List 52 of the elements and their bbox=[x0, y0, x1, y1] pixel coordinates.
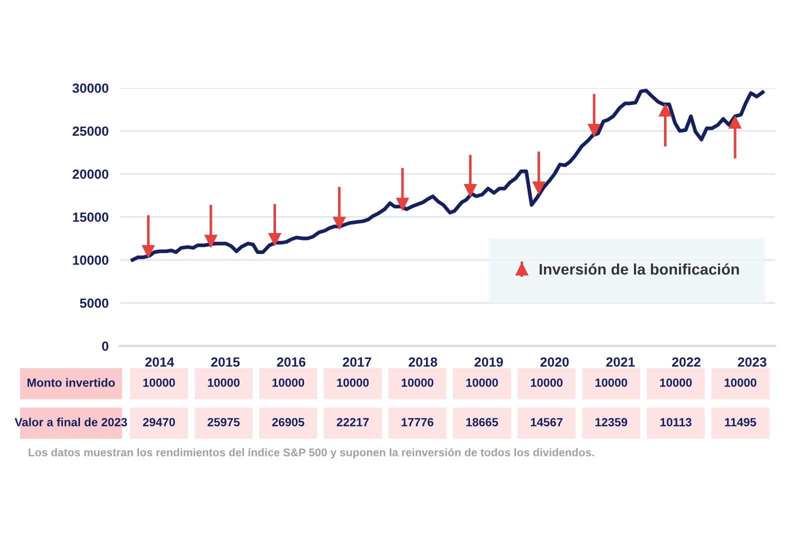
y-tick-label: 20000 bbox=[72, 170, 108, 179]
text: 10113 bbox=[660, 418, 692, 426]
text: 17776 bbox=[402, 418, 434, 426]
point bbox=[532, 181, 546, 194]
x-tick-label: 2015 bbox=[211, 357, 240, 367]
point bbox=[658, 104, 672, 117]
category-label: Monto invertido bbox=[28, 378, 115, 387]
text: 12359 bbox=[596, 418, 628, 426]
text: 10000 bbox=[337, 378, 369, 387]
x-tick-label: 2021 bbox=[606, 357, 635, 367]
text: 11495 bbox=[725, 418, 756, 426]
point bbox=[396, 198, 409, 210]
legend-label: Inversión de la bonificación bbox=[540, 263, 739, 275]
point bbox=[333, 216, 346, 230]
text: 10000 bbox=[272, 378, 304, 387]
x-tick-label: 2019 bbox=[474, 357, 503, 367]
category-label: Valor a final de 2023 bbox=[14, 418, 128, 426]
x-tick-label: 2014 bbox=[145, 357, 174, 367]
x-tick-label: 2016 bbox=[276, 357, 306, 367]
text: 26905 bbox=[272, 418, 304, 426]
text: 10000 bbox=[596, 378, 628, 387]
x-tick-label: 2017 bbox=[342, 357, 372, 367]
y-tick-label: 25000 bbox=[72, 126, 108, 136]
text: 10000 bbox=[466, 378, 498, 387]
text: 10000 bbox=[724, 378, 756, 387]
point bbox=[142, 245, 155, 258]
x-tick-label: 2022 bbox=[672, 357, 700, 367]
point bbox=[588, 124, 600, 136]
text: 22217 bbox=[336, 418, 369, 426]
y-tick-label: 15000 bbox=[73, 212, 108, 222]
point bbox=[464, 184, 477, 197]
y-tick-label: 0 bbox=[102, 341, 108, 351]
text: 10000 bbox=[143, 378, 175, 387]
point bbox=[268, 233, 281, 246]
point bbox=[728, 116, 742, 129]
point bbox=[204, 234, 218, 248]
text: 10000 bbox=[208, 378, 240, 387]
text: 25975 bbox=[208, 418, 240, 426]
x-tick-label: 2020 bbox=[540, 357, 569, 367]
text: 29470 bbox=[142, 418, 175, 426]
text: 14567 bbox=[530, 418, 562, 426]
text: 10000 bbox=[402, 378, 434, 387]
y-tick-label: 5000 bbox=[80, 298, 108, 308]
x-tick-label: 2023 bbox=[738, 357, 766, 367]
x-tick-label: 2018 bbox=[408, 357, 438, 367]
y-tick-label: 10000 bbox=[73, 255, 108, 265]
text: 10000 bbox=[530, 378, 563, 387]
text: 10000 bbox=[660, 378, 692, 387]
line-series bbox=[130, 88, 764, 262]
text: Los datos muestran los rendimientos del índice S&P 500 y suponen la reinversión de todos los dividendos. bbox=[28, 448, 594, 459]
text: 18665 bbox=[466, 418, 498, 426]
y-tick-label: 30000 bbox=[72, 84, 108, 93]
